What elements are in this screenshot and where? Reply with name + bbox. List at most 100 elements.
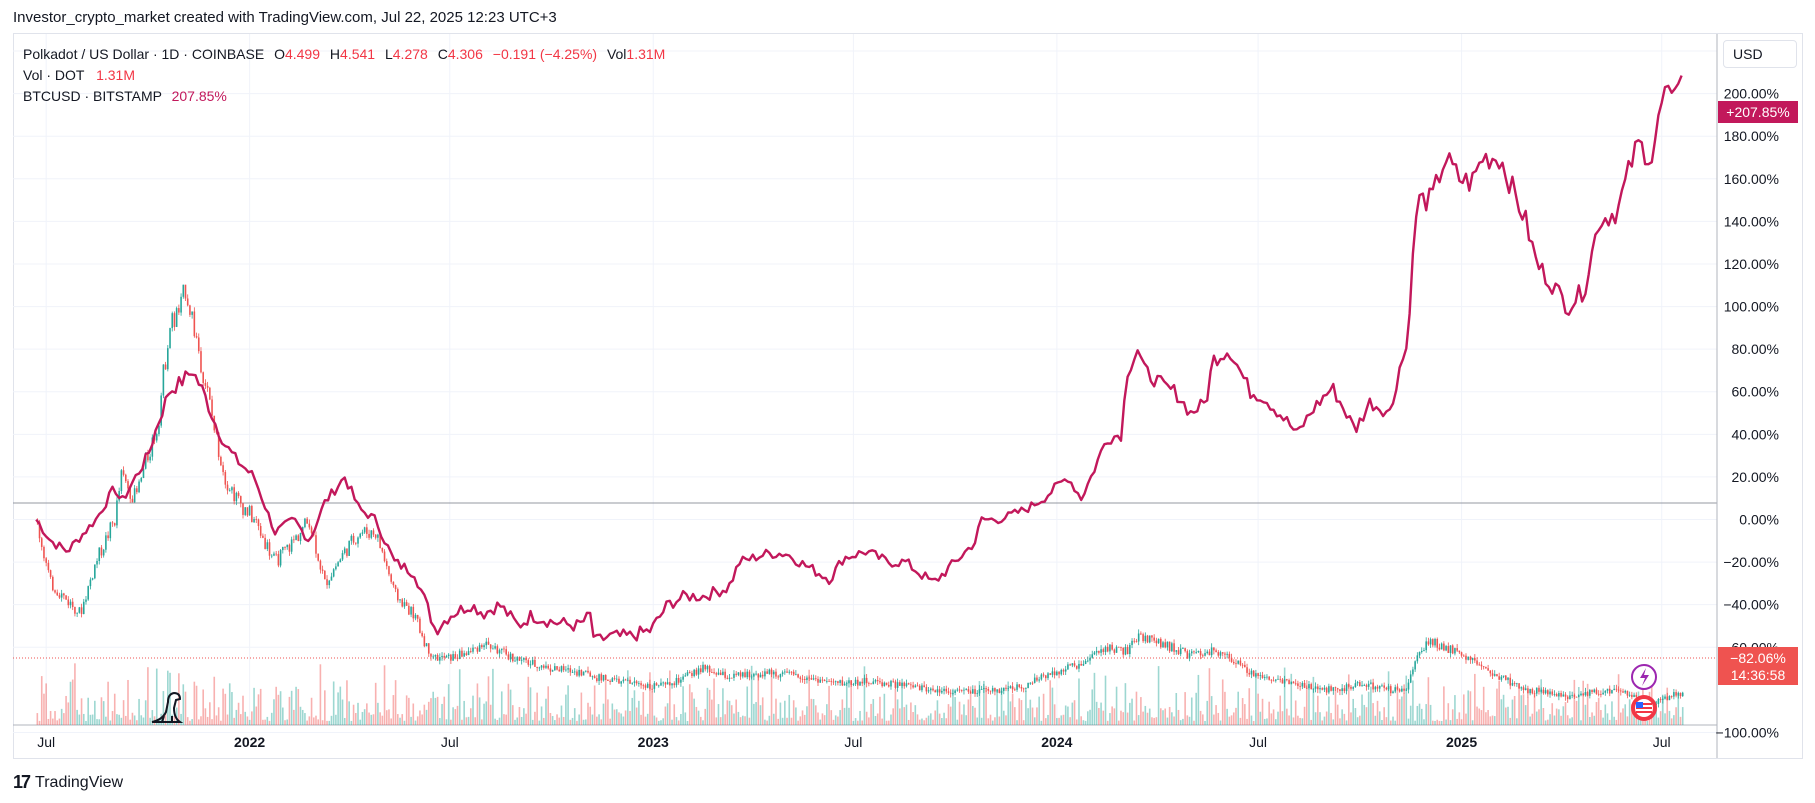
compare-legend-label[interactable]: BTCUSD · BITSTAMP	[23, 88, 162, 104]
volume-bar	[1237, 691, 1239, 725]
candle-body	[1252, 670, 1255, 677]
lightning-icon[interactable]	[1631, 664, 1657, 690]
volume-legend-value: 1.31M	[96, 67, 136, 83]
candle-body	[852, 684, 855, 685]
volume-bar	[279, 691, 282, 725]
volume-bar	[452, 707, 454, 725]
candle-body	[492, 648, 494, 650]
candle-body	[600, 674, 603, 681]
volume-bar	[952, 688, 954, 725]
volume-bar	[967, 699, 970, 725]
candle-body	[76, 612, 78, 614]
candle-body	[1513, 683, 1516, 684]
candle-body	[719, 672, 722, 676]
candle-body	[310, 527, 313, 533]
time-axis-tick: Jul	[844, 734, 862, 750]
candle-body	[642, 685, 645, 687]
volume-bar	[870, 703, 872, 725]
volume-bar	[520, 716, 523, 725]
volume-bar	[801, 710, 804, 725]
volume-bar	[494, 718, 496, 725]
candle-body	[1361, 685, 1363, 687]
candle-body	[1535, 687, 1538, 694]
candle-body	[1033, 677, 1036, 683]
volume-bar	[1197, 674, 1200, 725]
volume-bar	[94, 700, 96, 725]
candle-body	[118, 491, 120, 501]
candle-body	[514, 660, 516, 662]
candle-body	[1102, 649, 1105, 653]
candle-body	[1186, 651, 1189, 659]
candle-body	[368, 533, 370, 538]
candle-body	[622, 679, 625, 682]
candle-body	[735, 673, 737, 675]
volume-bar	[414, 720, 417, 725]
candle-body	[1518, 683, 1520, 689]
volume-bar	[998, 716, 1001, 725]
volume-bar	[1005, 715, 1007, 725]
volume-bar	[1020, 700, 1023, 725]
volume-bar	[1193, 720, 1195, 725]
candle-body	[1491, 673, 1494, 676]
volume-bar	[381, 715, 384, 725]
volume-bar	[795, 707, 797, 725]
volume-bar	[116, 714, 118, 725]
volume-bar	[1219, 720, 1222, 725]
volume-bar	[892, 708, 894, 725]
volume-bar	[405, 695, 408, 725]
volume-bar	[58, 718, 61, 725]
volume-bar	[425, 709, 428, 725]
volume-bar	[1230, 715, 1233, 725]
volume-bar	[78, 714, 81, 725]
candle-body	[1179, 648, 1182, 655]
candle-body	[116, 500, 118, 526]
volume-legend-label[interactable]: Vol · DOT	[23, 67, 85, 83]
candle-body	[1093, 652, 1096, 655]
volume-bar	[512, 705, 514, 725]
symbol-title[interactable]: Polkadot / US Dollar · 1D · COINBASE	[23, 46, 265, 62]
candle-body	[1418, 652, 1421, 656]
candle-body	[390, 574, 392, 582]
candle-body	[136, 488, 138, 493]
candle-body	[879, 681, 881, 683]
volume-bars	[36, 663, 1684, 725]
candle-body	[1489, 670, 1492, 674]
candle-body	[1124, 647, 1127, 655]
candle-body	[1449, 645, 1452, 654]
candle-body	[1226, 653, 1228, 655]
candle-body	[1146, 635, 1149, 643]
volume-bar	[629, 710, 631, 725]
candle-body	[1104, 646, 1107, 653]
volume-bar	[1467, 690, 1470, 725]
candle-body	[850, 680, 852, 685]
volume-bar	[1456, 718, 1458, 725]
volume-bar	[761, 697, 764, 725]
candle-body	[1533, 693, 1536, 695]
candle-body	[755, 673, 757, 675]
volume-bar	[394, 680, 397, 725]
volume-bar	[702, 720, 704, 725]
volume-bar	[899, 708, 901, 725]
volume-bar	[1363, 704, 1366, 725]
volume-bar	[1595, 702, 1598, 725]
volume-bar	[1677, 692, 1680, 725]
candle-body	[1429, 639, 1432, 645]
candle-body	[1478, 664, 1481, 666]
candle-body	[1385, 687, 1388, 690]
volume-bar	[69, 681, 72, 725]
candle-body	[609, 680, 611, 682]
candle-body	[788, 671, 791, 673]
us-flag-icon[interactable]	[1631, 695, 1657, 721]
volume-bar	[549, 712, 552, 725]
volume-bar	[1274, 719, 1277, 725]
candle-body	[242, 503, 244, 515]
volume-bar	[503, 714, 505, 725]
candle-body	[1255, 673, 1257, 677]
volume-bar	[419, 710, 421, 725]
currency-button[interactable]: USD	[1723, 40, 1797, 68]
candle-body	[1106, 646, 1109, 652]
volume-bar	[514, 719, 516, 725]
volume-bar	[812, 699, 815, 725]
volume-bar	[746, 686, 749, 725]
